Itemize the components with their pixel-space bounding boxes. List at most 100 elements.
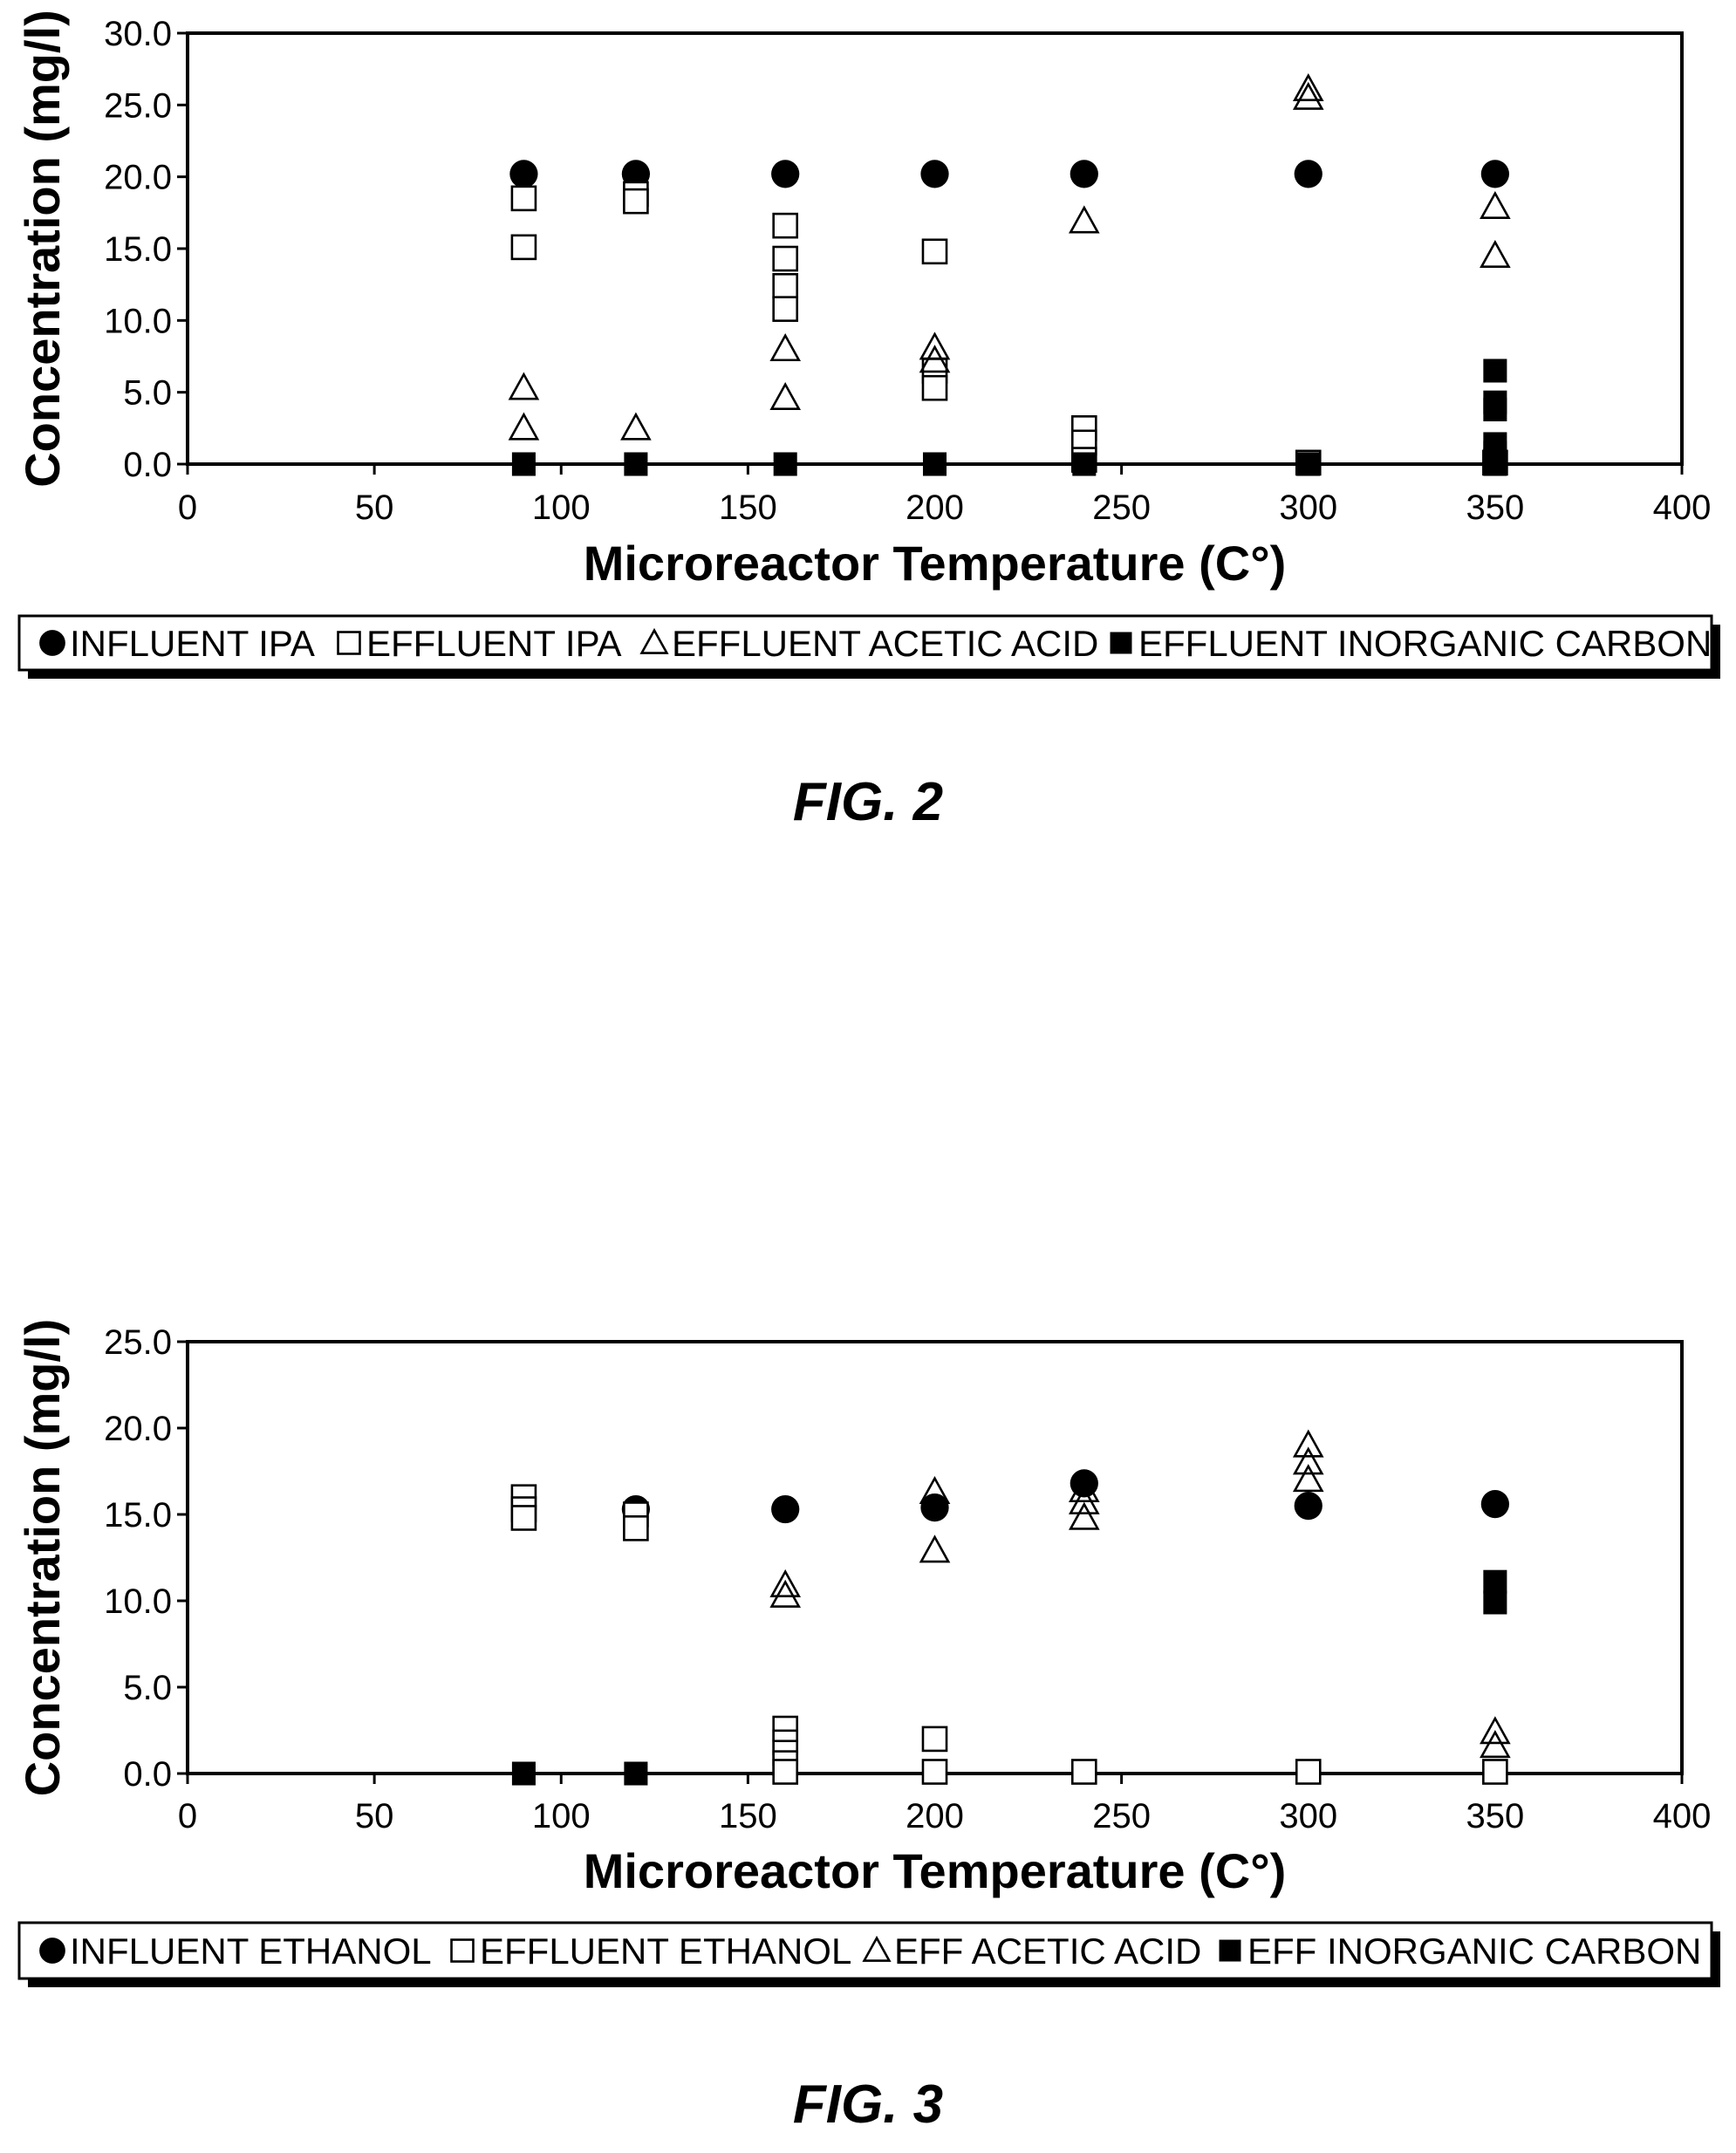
data-point-shape xyxy=(1068,1474,1100,1503)
data-point-shape xyxy=(1480,239,1511,269)
data-point xyxy=(1292,72,1324,101)
legend-marker-shape xyxy=(639,627,669,654)
data-point xyxy=(1482,1759,1508,1785)
legend-entry: EFFLUENT ACETIC ACID xyxy=(639,623,1098,664)
data-point xyxy=(510,234,537,261)
data-point-shape xyxy=(621,160,651,188)
y-tick-label: 30.0 xyxy=(104,15,172,53)
chart-1: 0 50 100 150 200 250 300 350 400 0.0 5.0 10.0 15.0 20… xyxy=(15,10,1720,832)
data-point xyxy=(1292,1464,1324,1493)
data-point-shape xyxy=(772,296,799,322)
data-point xyxy=(1292,81,1324,110)
data-point-shape xyxy=(921,1726,948,1753)
data-point xyxy=(771,1494,800,1524)
data-point xyxy=(921,238,948,265)
data-point-shape xyxy=(921,238,948,265)
data-point xyxy=(919,331,951,360)
x-tick-label: 300 xyxy=(1279,489,1337,527)
data-point xyxy=(1070,160,1098,188)
x-tick-label: 0 xyxy=(178,1797,197,1835)
legend-entry: EFFLUENT INORGANIC CARBON xyxy=(1110,623,1712,664)
data-point-shape xyxy=(1292,1446,1324,1475)
data-point-shape xyxy=(1292,81,1324,110)
data-point xyxy=(1480,1716,1511,1745)
legend-marker-shape xyxy=(1110,632,1132,654)
data-point xyxy=(1294,1491,1323,1521)
data-point xyxy=(919,1534,951,1563)
x-tick-label: 200 xyxy=(906,1797,964,1835)
data-point xyxy=(509,160,538,188)
x-tick-label: 100 xyxy=(532,489,591,527)
series-effluent-acetic-acid xyxy=(508,72,1511,441)
y-tick-label: 20.0 xyxy=(104,1410,172,1448)
chart-2: 0 50 100 150 200 250 300 350 400 0.0 5.0 10.0 15.0 20… xyxy=(15,1319,1720,2135)
x-tick-label: 100 xyxy=(532,1797,591,1835)
data-point-shape xyxy=(921,374,948,401)
series-effluent-ipa xyxy=(510,181,1508,476)
y-tick-label: 15.0 xyxy=(104,1496,172,1534)
data-point xyxy=(1480,239,1511,269)
legend-label: EFFLUENT ETHANOL xyxy=(480,1931,851,1972)
data-point xyxy=(1068,1474,1100,1503)
legend-marker xyxy=(39,1938,65,1964)
data-point xyxy=(511,1761,536,1786)
y-tick-label: 10.0 xyxy=(104,302,172,340)
data-point xyxy=(772,212,799,239)
y-tick-label: 20.0 xyxy=(104,159,172,197)
data-point-shape xyxy=(511,452,536,476)
data-point xyxy=(510,185,537,212)
data-point xyxy=(1068,1486,1100,1514)
legend-label: EFFLUENT ACETIC ACID xyxy=(672,623,1098,664)
data-point-shape xyxy=(772,212,799,239)
data-point xyxy=(1483,1569,1507,1594)
x-tick-label: 50 xyxy=(355,489,394,527)
data-point-shape xyxy=(508,412,540,441)
data-point xyxy=(769,1579,802,1608)
legend: INFLUENT ETHANOL EFFLUENT ETHANOL EFF ACET… xyxy=(17,1921,1720,1987)
legend-label: EFF INORGANIC CARBON xyxy=(1247,1931,1701,1972)
data-point-shape xyxy=(620,412,652,441)
legend-box xyxy=(17,614,1713,672)
data-point-shape xyxy=(769,1579,802,1608)
figure-caption: FIG. 3 xyxy=(793,2074,943,2135)
x-tick-label: 200 xyxy=(906,489,964,527)
legend: INFLUENT IPA EFFLUENT IPA EFFLUENT ACETIC … xyxy=(17,614,1720,679)
data-point-shape xyxy=(1295,1759,1322,1785)
legend-entry: EFFLUENT ETHANOL xyxy=(450,1931,851,1972)
series-influent-ipa xyxy=(509,160,1509,188)
y-tick-label: 5.0 xyxy=(123,374,172,413)
data-point-shape xyxy=(1483,452,1507,476)
series-effluent-ethanol xyxy=(510,1484,1508,1785)
data-point-shape xyxy=(1483,397,1507,421)
data-point-shape xyxy=(919,331,951,360)
data-point-shape xyxy=(769,1569,802,1597)
legend-entry: INFLUENT IPA xyxy=(39,623,315,664)
legend-marker xyxy=(337,631,361,655)
data-point xyxy=(1480,190,1511,220)
data-point-shape xyxy=(1480,1716,1511,1745)
series-influent-ethanol xyxy=(621,1469,1509,1524)
data-point-shape xyxy=(1068,1486,1100,1514)
data-point xyxy=(620,412,652,441)
y-tick-label: 0.0 xyxy=(123,1755,172,1794)
data-point xyxy=(922,452,947,476)
data-point-shape xyxy=(624,452,648,476)
data-point-shape xyxy=(919,345,951,373)
data-point-shape xyxy=(1070,1759,1097,1785)
data-point xyxy=(773,452,797,476)
y-tick-label: 15.0 xyxy=(104,230,172,269)
legend-entry: EFF ACETIC ACID xyxy=(862,1931,1201,1972)
data-point xyxy=(1294,160,1323,188)
data-point xyxy=(920,1493,949,1522)
x-tick-label: 150 xyxy=(719,1797,777,1835)
legend-label: EFFLUENT IPA xyxy=(366,623,622,664)
data-point xyxy=(1070,1759,1097,1785)
data-point xyxy=(919,1475,951,1505)
legend-marker xyxy=(639,627,669,654)
data-point-shape xyxy=(1292,1464,1324,1493)
legend-label: EFFLUENT INORGANIC CARBON xyxy=(1138,623,1712,664)
data-point-shape xyxy=(773,452,797,476)
x-tick-label: 300 xyxy=(1279,1797,1337,1835)
data-point-shape xyxy=(1294,160,1323,188)
data-point xyxy=(1480,160,1509,188)
